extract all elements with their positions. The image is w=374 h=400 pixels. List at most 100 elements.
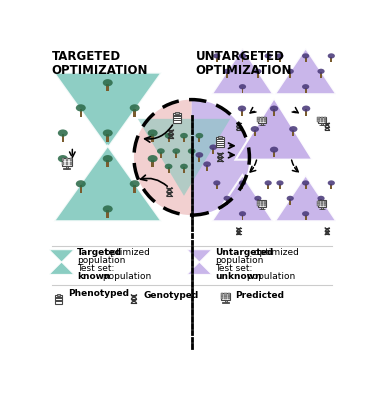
Text: known: known <box>77 272 110 281</box>
Bar <box>241 110 243 116</box>
Ellipse shape <box>148 130 158 137</box>
Bar <box>261 200 263 203</box>
Bar <box>168 136 169 142</box>
Bar <box>183 136 185 142</box>
Ellipse shape <box>302 180 309 186</box>
Ellipse shape <box>103 79 113 86</box>
Ellipse shape <box>196 133 203 138</box>
Bar <box>221 293 223 296</box>
Bar <box>264 120 266 122</box>
Bar <box>305 184 307 189</box>
Bar <box>257 117 260 119</box>
Bar <box>175 112 179 114</box>
Bar <box>224 296 227 299</box>
Bar <box>175 152 177 158</box>
Bar <box>57 294 60 296</box>
Text: unknown: unknown <box>215 272 261 281</box>
Polygon shape <box>54 146 162 221</box>
Bar <box>324 117 326 119</box>
Bar <box>318 200 326 207</box>
Text: Untargeted: Untargeted <box>215 248 273 257</box>
Ellipse shape <box>148 155 158 162</box>
Bar <box>80 109 82 117</box>
Text: UNTARGETED
OPTIMIZATION: UNTARGETED OPTIMIZATION <box>196 50 292 77</box>
Bar <box>151 160 154 167</box>
Bar <box>107 134 109 142</box>
Ellipse shape <box>224 69 231 74</box>
Bar <box>151 134 154 142</box>
Bar <box>289 199 291 205</box>
Text: Phenotyped: Phenotyped <box>68 289 129 298</box>
Bar <box>321 200 323 203</box>
Bar <box>64 168 70 169</box>
Ellipse shape <box>103 205 113 212</box>
Bar <box>257 203 260 206</box>
Bar <box>305 214 307 220</box>
Text: population: population <box>100 272 151 281</box>
Bar <box>168 167 169 173</box>
Ellipse shape <box>239 84 246 89</box>
Text: population: population <box>215 256 263 265</box>
Polygon shape <box>212 175 273 221</box>
Bar <box>264 203 266 206</box>
Bar <box>70 162 72 165</box>
Ellipse shape <box>224 196 231 201</box>
Ellipse shape <box>254 196 261 201</box>
Bar <box>80 185 82 192</box>
Ellipse shape <box>286 196 294 201</box>
Bar <box>318 120 320 122</box>
Bar <box>267 184 269 189</box>
Bar <box>242 214 243 220</box>
Text: Genotyped: Genotyped <box>143 292 199 300</box>
Polygon shape <box>49 262 74 274</box>
Bar <box>258 116 266 123</box>
Ellipse shape <box>251 126 259 132</box>
Polygon shape <box>49 250 74 262</box>
Bar <box>65 158 68 161</box>
Ellipse shape <box>165 164 172 169</box>
Ellipse shape <box>286 69 294 74</box>
Ellipse shape <box>318 69 325 74</box>
Ellipse shape <box>302 211 309 216</box>
Ellipse shape <box>302 106 310 112</box>
Text: population: population <box>244 272 295 281</box>
Polygon shape <box>54 73 162 148</box>
Bar <box>324 200 326 203</box>
Ellipse shape <box>157 148 165 154</box>
Ellipse shape <box>238 106 246 112</box>
Bar <box>319 125 325 126</box>
Ellipse shape <box>270 147 278 153</box>
Bar <box>134 109 136 117</box>
Bar <box>320 72 322 78</box>
Bar <box>305 110 307 116</box>
Bar <box>224 300 227 302</box>
Text: Predicted: Predicted <box>236 291 285 300</box>
Bar <box>321 117 323 119</box>
Bar <box>321 120 323 122</box>
Ellipse shape <box>318 196 325 201</box>
Bar <box>212 148 214 154</box>
Bar <box>273 110 275 116</box>
Bar <box>107 210 109 218</box>
Ellipse shape <box>203 161 211 167</box>
Bar <box>321 207 323 209</box>
Bar <box>257 72 259 78</box>
Ellipse shape <box>180 164 188 169</box>
Ellipse shape <box>209 144 217 150</box>
Polygon shape <box>187 262 212 274</box>
Polygon shape <box>212 48 273 94</box>
Bar <box>318 203 320 206</box>
Bar <box>330 184 332 189</box>
Bar <box>321 123 323 125</box>
Bar <box>305 57 307 62</box>
Bar <box>216 138 224 148</box>
Bar <box>62 158 72 166</box>
Text: Targeted: Targeted <box>77 248 122 257</box>
Bar <box>223 302 229 303</box>
Ellipse shape <box>180 133 188 138</box>
Bar <box>107 84 109 92</box>
Ellipse shape <box>302 84 309 89</box>
Ellipse shape <box>264 180 272 186</box>
Bar <box>318 117 320 119</box>
Bar <box>292 130 294 136</box>
